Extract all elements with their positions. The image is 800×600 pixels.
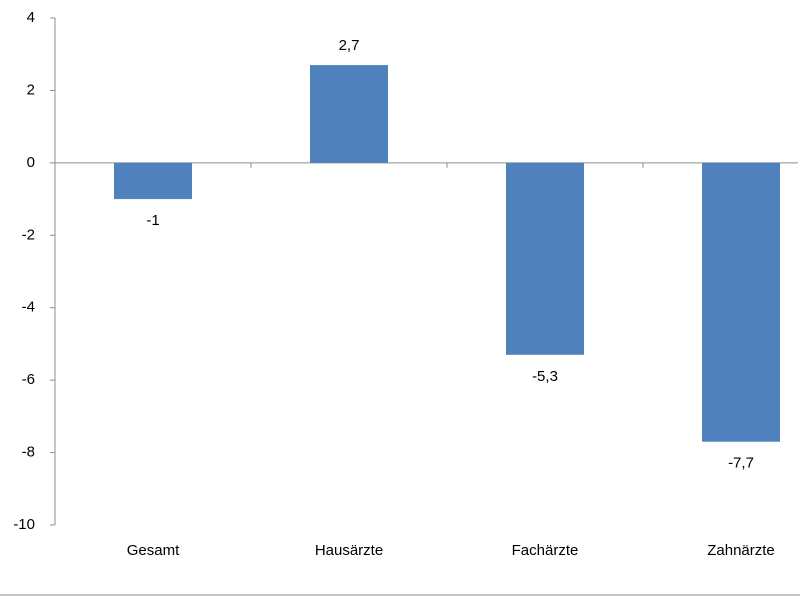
y-tick-label: -8 xyxy=(22,444,35,461)
y-tick-label: -6 xyxy=(22,371,35,388)
bar xyxy=(310,65,388,163)
x-tick-label: Zahnärzte xyxy=(707,542,775,559)
bar xyxy=(702,162,780,442)
bar xyxy=(506,162,584,355)
y-tick-label: 0 xyxy=(27,154,35,171)
y-tick-label: -2 xyxy=(22,226,35,243)
x-tick-label: Hausärzte xyxy=(315,542,383,559)
data-label: -5,3 xyxy=(532,368,558,385)
x-tick-label: Gesamt xyxy=(127,542,180,559)
data-label: -7,7 xyxy=(728,455,754,472)
y-tick-label: 2 xyxy=(27,81,35,98)
y-tick-label: 4 xyxy=(27,9,35,26)
bar xyxy=(114,162,192,200)
data-label: 2,7 xyxy=(339,37,360,54)
x-tick-label: Fachärzte xyxy=(512,542,579,559)
y-tick-label: -4 xyxy=(22,299,35,316)
data-label: -1 xyxy=(146,212,159,229)
y-tick-label: -10 xyxy=(13,516,35,533)
